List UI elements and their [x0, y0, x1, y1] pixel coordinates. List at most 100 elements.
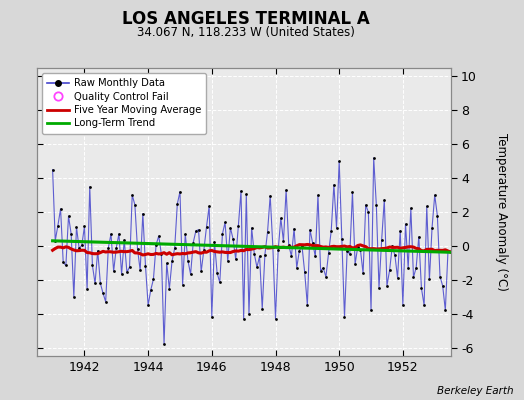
Point: [330, 182, 338, 188]
Point: [414, 234, 423, 240]
Point: [279, 238, 288, 244]
Point: [377, 237, 386, 243]
Y-axis label: Temperature Anomaly (°C): Temperature Anomaly (°C): [495, 133, 508, 291]
Point: [242, 191, 250, 198]
Point: [80, 223, 89, 230]
Point: [70, 294, 78, 300]
Point: [367, 307, 375, 314]
Point: [48, 166, 57, 173]
Point: [224, 258, 232, 264]
Point: [67, 231, 75, 237]
Point: [221, 219, 230, 226]
Point: [409, 274, 418, 280]
Point: [194, 226, 203, 233]
Point: [319, 265, 328, 271]
Point: [303, 302, 312, 308]
Point: [292, 264, 301, 271]
Point: [133, 246, 141, 252]
Point: [99, 290, 107, 296]
Point: [110, 268, 118, 274]
Point: [102, 298, 110, 305]
Point: [285, 242, 293, 248]
Point: [457, 225, 465, 231]
Point: [130, 202, 139, 208]
Point: [396, 228, 405, 234]
Point: [239, 316, 248, 322]
Point: [261, 252, 269, 258]
Point: [407, 205, 415, 211]
Point: [269, 244, 277, 250]
Point: [85, 183, 94, 190]
Point: [62, 262, 70, 269]
Point: [139, 210, 147, 217]
Point: [83, 286, 91, 292]
Point: [327, 228, 335, 234]
Point: [115, 231, 123, 237]
Point: [107, 231, 115, 237]
Point: [136, 267, 145, 274]
Point: [343, 248, 352, 254]
Point: [112, 244, 121, 251]
Point: [162, 260, 171, 266]
Point: [57, 206, 65, 212]
Point: [144, 302, 152, 308]
Point: [170, 245, 179, 252]
Point: [348, 189, 357, 196]
Point: [433, 212, 442, 219]
Point: [168, 258, 176, 264]
Point: [202, 224, 211, 230]
Point: [51, 237, 59, 244]
Point: [324, 250, 333, 256]
Point: [245, 311, 253, 317]
Point: [431, 192, 439, 198]
Point: [258, 306, 266, 312]
Point: [104, 245, 113, 251]
Point: [420, 302, 428, 308]
Point: [298, 243, 306, 250]
Point: [425, 276, 433, 282]
Point: [78, 242, 86, 248]
Point: [422, 203, 431, 210]
Text: 34.067 N, 118.233 W (United States): 34.067 N, 118.233 W (United States): [137, 26, 355, 39]
Point: [226, 224, 235, 231]
Point: [388, 243, 397, 249]
Point: [340, 314, 348, 320]
Point: [176, 188, 184, 195]
Point: [200, 247, 208, 253]
Text: LOS ANGELES TERMINAL A: LOS ANGELES TERMINAL A: [123, 10, 370, 28]
Point: [290, 226, 298, 232]
Point: [404, 265, 412, 271]
Point: [449, 242, 457, 249]
Point: [152, 242, 160, 248]
Point: [165, 286, 173, 292]
Legend: Raw Monthly Data, Quality Control Fail, Five Year Moving Average, Long-Term Tren: Raw Monthly Data, Quality Control Fail, …: [42, 73, 206, 134]
Point: [128, 192, 136, 198]
Point: [234, 223, 243, 229]
Point: [189, 239, 198, 246]
Point: [446, 249, 455, 255]
Point: [460, 249, 468, 255]
Point: [436, 273, 444, 280]
Point: [372, 202, 380, 208]
Point: [354, 244, 362, 250]
Point: [271, 316, 280, 322]
Point: [64, 213, 73, 219]
Point: [375, 285, 383, 291]
Point: [295, 247, 303, 254]
Point: [386, 267, 394, 274]
Point: [441, 307, 450, 314]
Point: [274, 247, 282, 254]
Point: [369, 154, 378, 161]
Text: Berkeley Earth: Berkeley Earth: [437, 386, 514, 396]
Point: [399, 302, 407, 308]
Point: [181, 231, 190, 238]
Point: [452, 264, 460, 270]
Point: [300, 269, 309, 276]
Point: [72, 224, 81, 230]
Point: [123, 269, 131, 276]
Point: [253, 264, 261, 270]
Point: [75, 245, 83, 252]
Point: [282, 187, 290, 193]
Point: [149, 276, 158, 282]
Point: [93, 248, 102, 254]
